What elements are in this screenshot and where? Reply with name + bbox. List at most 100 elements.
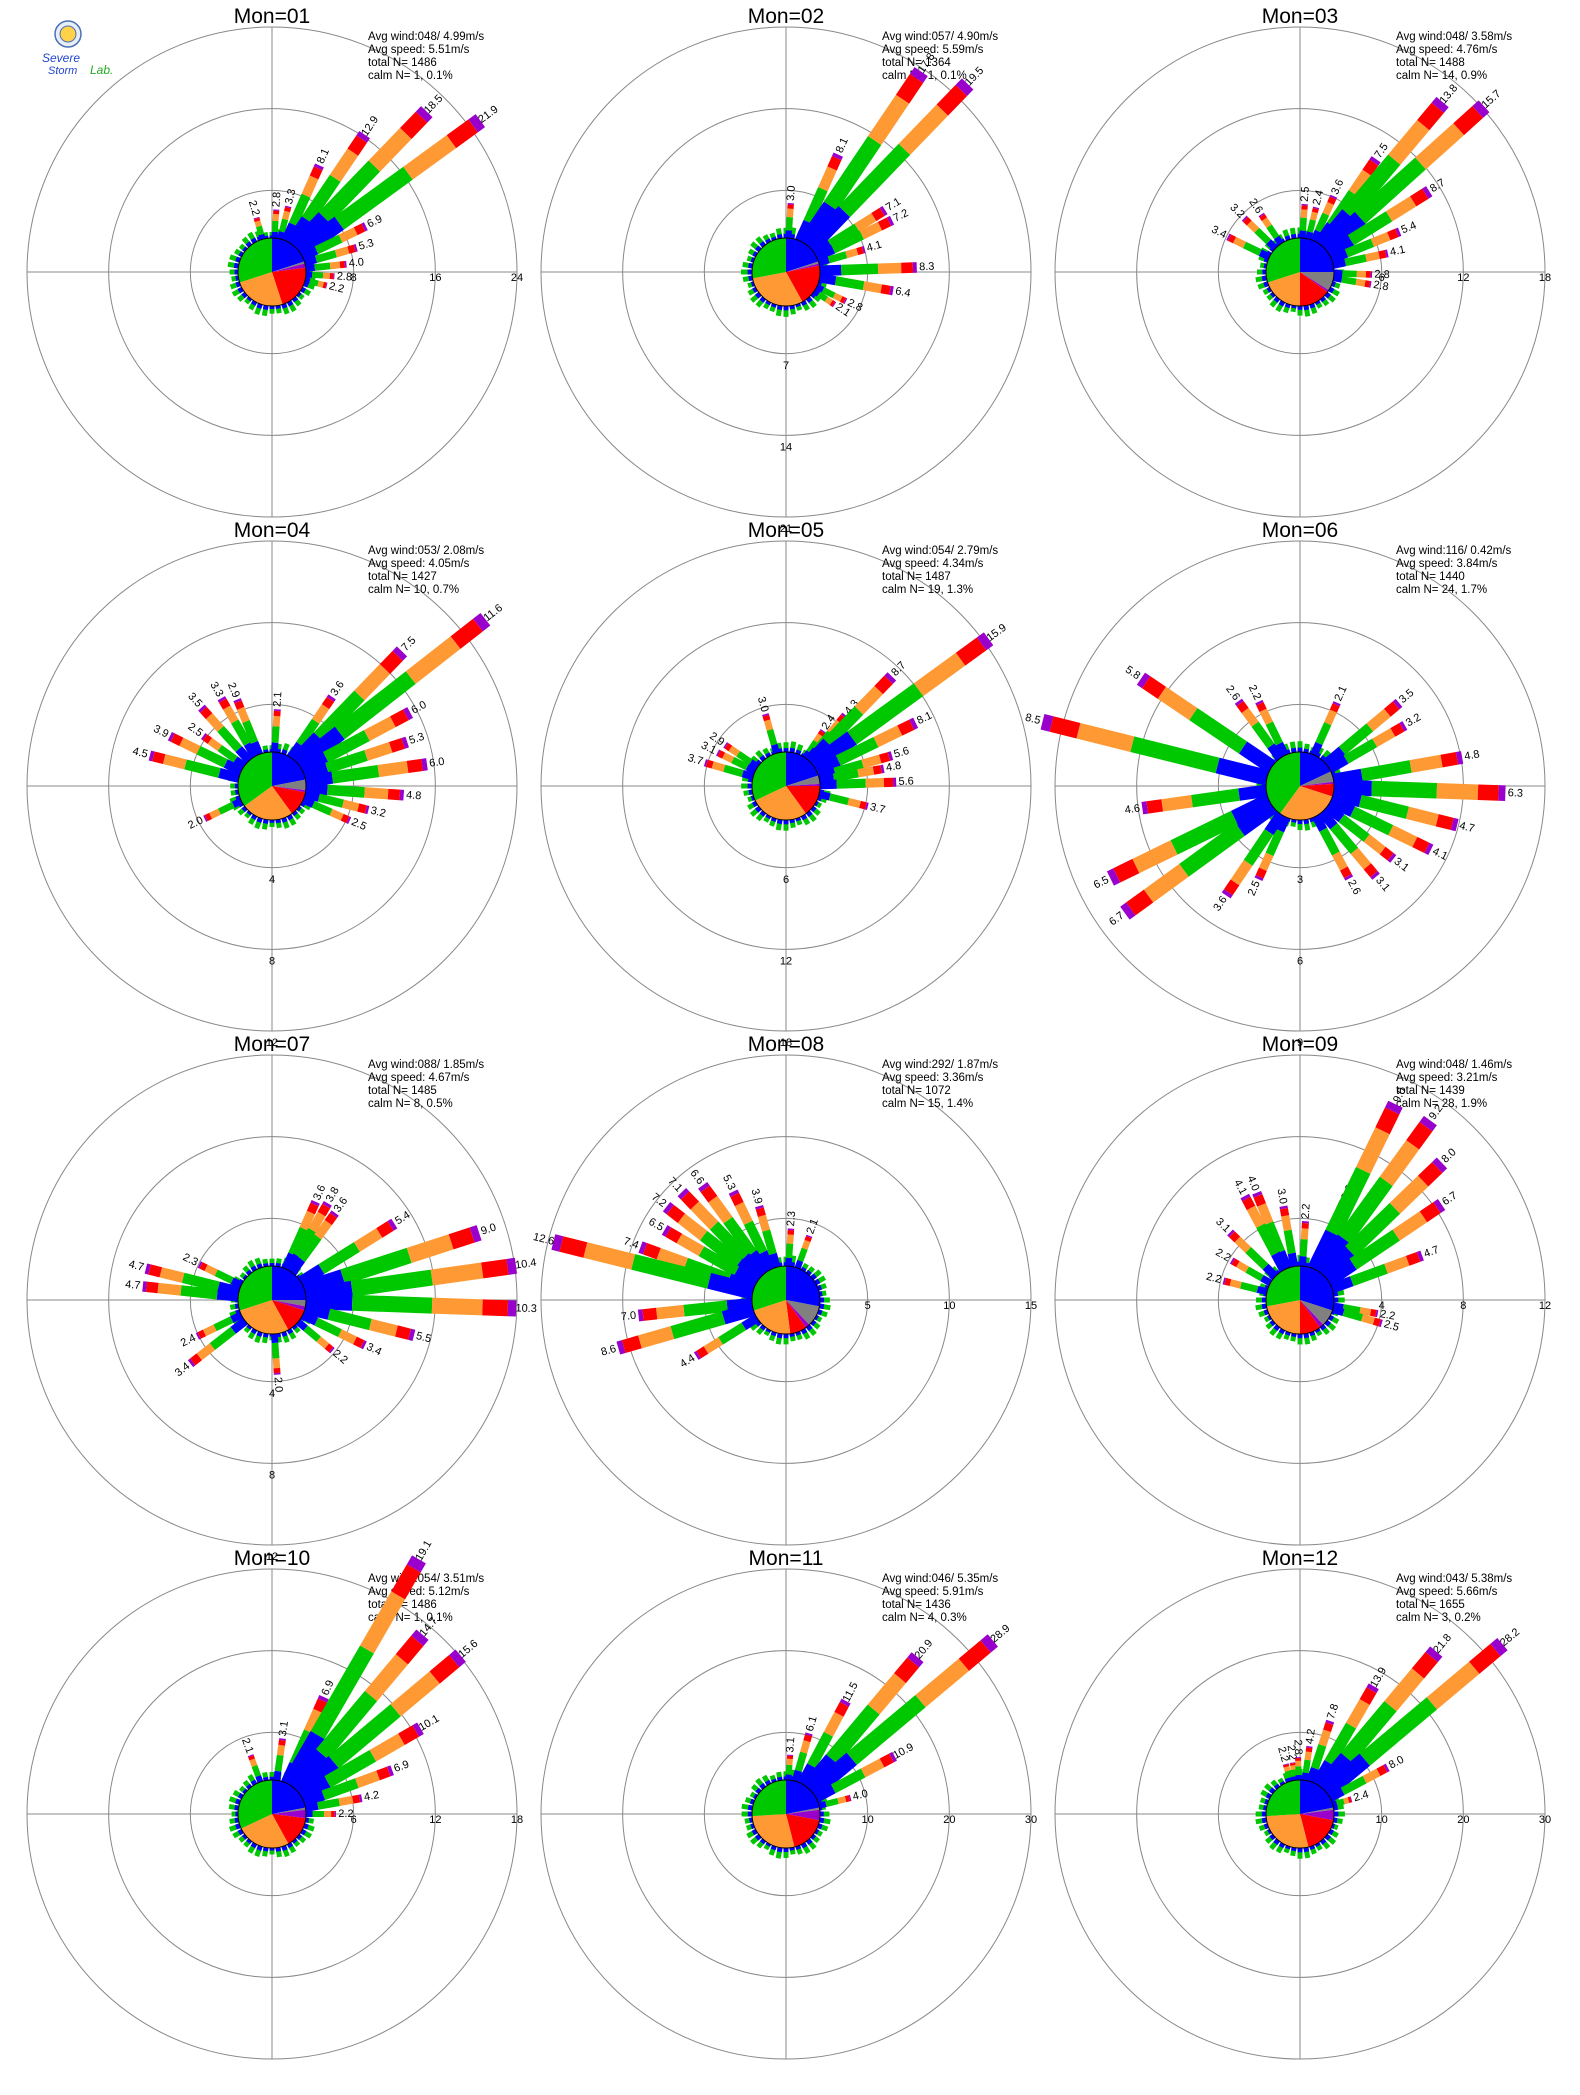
- spoke-segment: [352, 1303, 432, 1306]
- minor-spoke-inner: [1276, 1785, 1278, 1788]
- spoke-segment: [1303, 1239, 1304, 1256]
- spoke-segment: [828, 1714, 839, 1734]
- minor-spoke-inner: [761, 757, 764, 760]
- spoke-segment: [670, 1210, 681, 1219]
- spoke-segment: [1345, 258, 1366, 262]
- spoke-segment: [191, 1362, 193, 1364]
- spoke-segment: [713, 1199, 728, 1220]
- spoke-segment: [205, 818, 206, 819]
- minor-spoke-inner: [749, 265, 753, 266]
- minor-spoke-inner: [1281, 301, 1283, 305]
- spoke-segment: [553, 1242, 561, 1244]
- ring-label: 12: [1539, 1300, 1551, 1312]
- spoke-label: 7.5: [399, 634, 418, 653]
- ring-label: 8: [269, 1470, 275, 1482]
- spoke-segment: [367, 722, 393, 736]
- spoke-label: 6.5: [1092, 874, 1111, 891]
- stat-line: Avg speed: 5.12m/s: [368, 1586, 470, 1598]
- stat-line: Avg wind:046/ 5.35m/s: [882, 1573, 998, 1585]
- spoke-segment: [1257, 230, 1269, 241]
- spoke-label: 2.9: [225, 681, 242, 700]
- spoke-segment: [205, 737, 210, 741]
- spoke-segment: [1302, 1256, 1303, 1266]
- spoke-segment: [789, 1765, 790, 1775]
- spoke-segment: [1386, 1145, 1412, 1181]
- spoke-label: 3.2: [369, 805, 387, 820]
- spoke-segment: [1349, 1799, 1351, 1800]
- spoke-label: 4.1: [1389, 244, 1406, 259]
- spoke-segment: [318, 165, 319, 168]
- spoke-segment: [432, 1270, 482, 1277]
- spoke-label: 3.2: [1227, 201, 1246, 220]
- spoke-segment: [1372, 789, 1437, 791]
- spoke-label: 5.4: [1400, 219, 1419, 236]
- spoke-label: 6.9: [365, 213, 384, 230]
- minor-spoke-inner: [773, 818, 774, 821]
- spoke-segment: [1437, 1204, 1442, 1207]
- minor-spoke-inner: [253, 1329, 255, 1332]
- spoke-segment: [1264, 219, 1269, 226]
- spoke-label: 3.0: [755, 695, 771, 713]
- spoke-label: 2.5: [1246, 879, 1263, 898]
- spoke-segment: [396, 1677, 435, 1710]
- spoke-label: 3.6: [1211, 894, 1230, 913]
- spoke-segment: [1389, 201, 1413, 216]
- spoke-segment: [1374, 159, 1376, 162]
- chart-title: Mon=01: [234, 5, 310, 28]
- spoke-segment: [1228, 237, 1230, 238]
- spoke-segment: [1258, 877, 1259, 879]
- stat-line: Avg wind:057/ 4.90m/s: [882, 31, 998, 43]
- spoke-label: 5.6: [898, 775, 914, 788]
- minor-spoke-inner: [301, 1831, 305, 1833]
- chart-title: Mon=03: [1262, 5, 1338, 28]
- spoke-segment: [730, 748, 738, 753]
- spoke-segment: [371, 1659, 402, 1696]
- spoke-segment: [703, 1185, 706, 1188]
- spoke-segment: [1365, 1690, 1372, 1702]
- spoke-segment: [889, 220, 892, 221]
- minor-spoke-inner: [1326, 1322, 1329, 1325]
- spoke-segment: [1257, 1193, 1258, 1196]
- spoke-label: 10.1: [417, 1713, 442, 1734]
- spoke-label: 2.2: [328, 280, 346, 295]
- logo-seal-inner: [60, 26, 76, 42]
- spoke-label: 6.6: [688, 1167, 707, 1186]
- spoke-segment: [227, 708, 235, 722]
- spoke-segment: [1421, 129, 1459, 163]
- stat-line: Avg speed: 4.76m/s: [1396, 44, 1498, 56]
- spoke-segment: [789, 1244, 790, 1258]
- spoke-segment: [306, 778, 333, 782]
- spoke-segment: [837, 783, 866, 784]
- spoke-segment: [315, 266, 330, 268]
- spoke-segment: [1230, 1283, 1240, 1286]
- spoke-segment: [1286, 1767, 1287, 1771]
- spoke-segment: [306, 177, 314, 195]
- spoke-segment: [251, 1756, 252, 1759]
- spoke-segment: [1419, 1256, 1423, 1257]
- spoke-segment: [858, 771, 873, 774]
- minor-spoke-inner: [779, 1847, 780, 1851]
- spoke-segment: [1402, 725, 1405, 727]
- spoke-segment: [829, 255, 846, 260]
- spoke-segment: [353, 1799, 360, 1800]
- spoke-segment: [1162, 801, 1192, 805]
- spoke-label: 3.6: [328, 679, 347, 698]
- minor-spoke-inner: [284, 304, 285, 308]
- logo-text-lab: Lab.: [90, 63, 113, 77]
- spoke-segment: [366, 747, 391, 755]
- spoke-label: 4.1: [865, 239, 883, 255]
- spoke-segment: [1333, 705, 1336, 711]
- minor-spoke-inner: [1329, 289, 1333, 291]
- spoke-segment: [1257, 1289, 1267, 1291]
- spoke-segment: [203, 710, 209, 716]
- minor-spoke-inner: [1275, 1840, 1278, 1843]
- stat-line: Avg wind:043/ 5.38m/s: [1396, 1573, 1512, 1585]
- spoke-segment: [1125, 909, 1131, 913]
- spoke-label: 3.2: [1404, 711, 1423, 729]
- ring-label: 12: [1457, 272, 1469, 284]
- spoke-segment: [275, 221, 276, 232]
- spoke-segment: [788, 1258, 789, 1266]
- spoke-segment: [919, 659, 961, 690]
- spoke-segment: [863, 249, 865, 250]
